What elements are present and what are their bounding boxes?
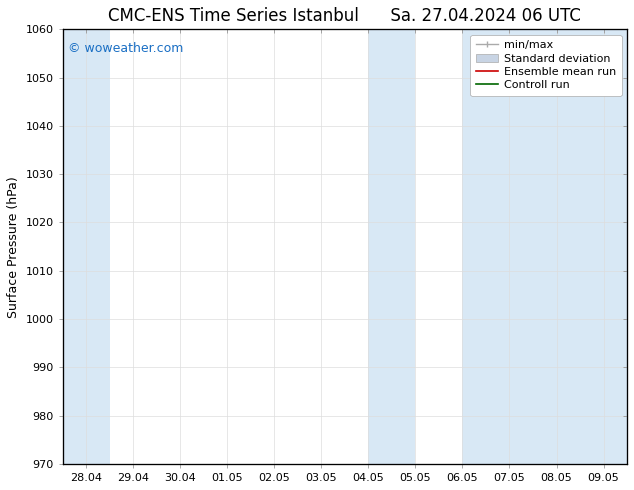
- Title: CMC-ENS Time Series Istanbul      Sa. 27.04.2024 06 UTC: CMC-ENS Time Series Istanbul Sa. 27.04.2…: [108, 7, 581, 25]
- Bar: [63, 29, 110, 464]
- Bar: [368, 29, 415, 464]
- Y-axis label: Surface Pressure (hPa): Surface Pressure (hPa): [7, 176, 20, 318]
- Legend: min/max, Standard deviation, Ensemble mean run, Controll run: min/max, Standard deviation, Ensemble me…: [470, 35, 621, 96]
- Bar: [462, 29, 627, 464]
- Text: © woweather.com: © woweather.com: [68, 42, 184, 55]
